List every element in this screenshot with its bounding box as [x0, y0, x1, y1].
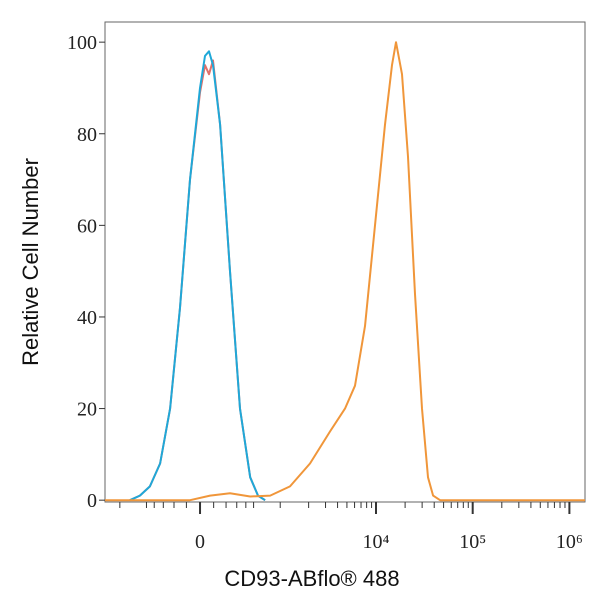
x-tick-label: 10⁶: [556, 531, 583, 553]
x-axis-label: CD93-ABflo® 488: [224, 566, 399, 591]
y-axis-label: Relative Cell Number: [18, 158, 43, 366]
y-tick-label: 20: [77, 399, 97, 421]
y-tick-label: 80: [77, 124, 97, 146]
x-tick-label: 0: [195, 531, 205, 553]
plot-frame: [104, 21, 586, 503]
histogram-curve: [105, 41, 585, 502]
y-tick-label: 0: [87, 490, 97, 512]
histogram-curve: [129, 50, 266, 502]
y-tick-label: 100: [67, 32, 97, 54]
y-tick-label: 60: [77, 215, 97, 237]
histogram-curve: [129, 59, 266, 502]
x-tick-label: 10⁴: [363, 531, 390, 553]
x-tick-label: 10⁵: [459, 531, 486, 553]
y-tick-label: 40: [77, 307, 97, 329]
